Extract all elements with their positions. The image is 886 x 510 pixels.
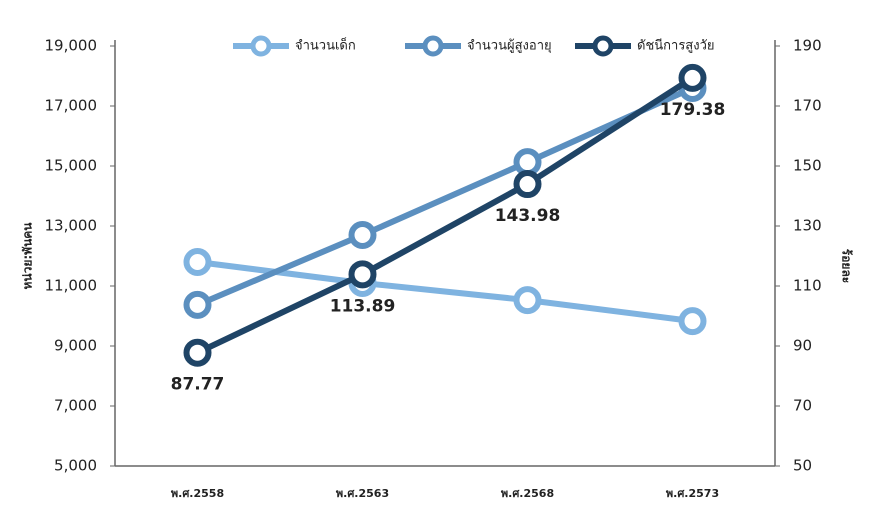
marker — [682, 310, 704, 332]
marker — [517, 151, 539, 173]
data-label: 113.89 — [330, 296, 396, 316]
legend-label: ดัชนีการสูงวัย — [637, 38, 715, 54]
x-tick-label: พ.ศ.2563 — [336, 487, 389, 500]
y2-tick-label: 170 — [793, 97, 822, 115]
legend-marker — [253, 38, 269, 54]
data-label: 179.38 — [660, 100, 726, 120]
y-tick-label: 19,000 — [45, 37, 98, 55]
data-label: 143.98 — [495, 206, 561, 226]
legend-marker — [425, 38, 441, 54]
legend-marker — [595, 38, 611, 54]
y-tick-label: 17,000 — [45, 97, 98, 115]
y-tick-label: 9,000 — [54, 337, 97, 355]
y2-tick-label: 90 — [793, 337, 812, 355]
y2-axis-label: ร้อยละ — [840, 249, 854, 283]
marker — [682, 67, 704, 89]
marker — [187, 251, 209, 273]
y-axis-label: หน่วย:พันคน — [21, 222, 35, 290]
marker — [517, 173, 539, 195]
y-tick-label: 7,000 — [54, 397, 97, 415]
page: หน่วย:พันคน ร้อยละ 5,000 7,000 9,000 11,000… — [0, 0, 886, 510]
data-label: 87.77 — [171, 375, 225, 395]
y2-tick-label: 70 — [793, 397, 812, 415]
y2-tick-label: 150 — [793, 157, 822, 175]
marker — [352, 263, 374, 285]
y-tick-label: 15,000 — [45, 157, 98, 175]
y-tick-label: 13,000 — [45, 217, 98, 235]
marker — [187, 342, 209, 364]
y-tick-label: 11,000 — [45, 277, 98, 295]
marker — [187, 294, 209, 316]
y2-tick-label: 50 — [793, 457, 812, 475]
y2-tick-label: 130 — [793, 217, 822, 235]
series-line — [198, 88, 693, 305]
legend-label: จำนวนผู้สูงอายุ — [467, 39, 552, 54]
marker — [352, 224, 374, 246]
marker — [517, 289, 539, 311]
x-tick-label: พ.ศ.2558 — [171, 487, 224, 500]
x-tick-label: พ.ศ.2568 — [501, 487, 554, 500]
legend-label: จำนวนเด็ก — [295, 36, 356, 54]
y-tick-label: 5,000 — [54, 457, 97, 475]
chart: หน่วย:พันคน ร้อยละ 5,000 7,000 9,000 11,000… — [0, 0, 886, 510]
y2-tick-label: 110 — [793, 277, 822, 295]
x-tick-label: พ.ศ.2573 — [666, 487, 719, 500]
y2-tick-label: 190 — [793, 37, 822, 55]
